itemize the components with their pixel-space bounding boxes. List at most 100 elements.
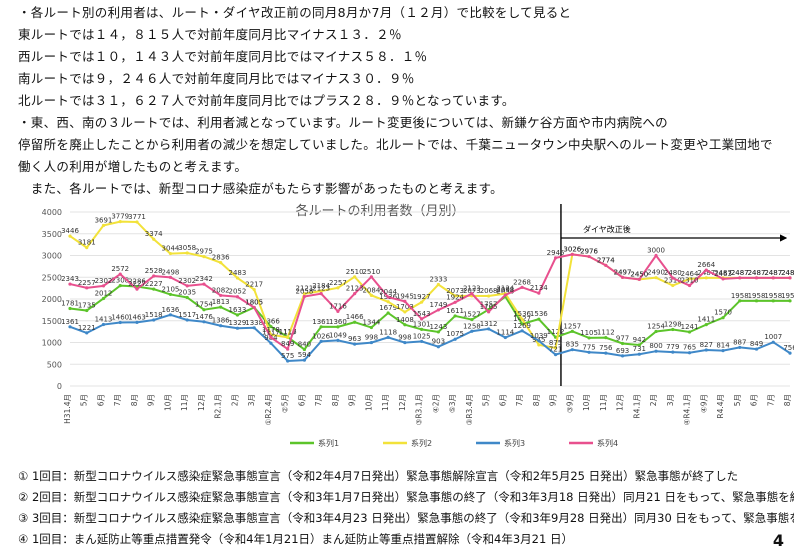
data-point (85, 286, 89, 290)
data-label: 1679 (379, 304, 397, 312)
data-point (403, 310, 407, 314)
data-point (68, 325, 72, 329)
data-point (168, 251, 173, 256)
data-label: 3691 (95, 216, 113, 224)
data-label: 1958 (748, 292, 766, 300)
x-tick-label: 11月 (599, 394, 608, 411)
data-point (152, 318, 156, 322)
x-tick-label: 7月 (766, 394, 775, 406)
data-point (420, 339, 424, 344)
data-label: 1258 (463, 322, 481, 330)
data-point (453, 294, 457, 298)
data-label: 3026 (563, 245, 581, 253)
data-label: 2510 (362, 268, 380, 276)
data-point (202, 320, 206, 324)
data-point (68, 306, 72, 311)
data-label: 2487 (697, 269, 715, 277)
data-point (420, 317, 424, 321)
data-point (386, 335, 390, 339)
data-point (101, 322, 106, 327)
data-point (185, 251, 189, 255)
data-label: 2463 (714, 270, 732, 278)
data-label: 1536 (513, 310, 531, 318)
data-point (503, 335, 507, 340)
route-usage-chart: 各ルートの利用者数（月別） 0 500 1000 1500 2000 2500 3000 35… (42, 203, 794, 448)
note-item: ③ 3回目：新型コロナウイルス感染症緊急事態宣言（令和3年4月23 日発出）緊急… (18, 510, 794, 526)
data-point (754, 276, 759, 280)
x-tick-label: R2.1月 (214, 394, 223, 419)
data-point (604, 263, 608, 267)
data-label: 731 (633, 345, 646, 353)
data-label: 2302 (95, 277, 113, 285)
data-label: 2664 (697, 261, 715, 269)
data-point (319, 292, 323, 296)
data-point (85, 331, 89, 335)
data-point (403, 299, 407, 303)
data-label: 1241 (681, 323, 699, 331)
dia-revision-label: ダイヤ改正後 (583, 224, 631, 234)
data-point (537, 343, 541, 347)
note-text: 3回目：新型コロナウイルス感染症緊急事態宣言（令和3年4月23 日発出）緊急事態… (31, 511, 794, 525)
data-point (403, 340, 407, 345)
x-tick-label: 10月 (364, 394, 373, 411)
data-point (671, 283, 675, 288)
data-label: 1945 (396, 292, 414, 300)
data-point (436, 308, 440, 312)
data-label: 2333 (429, 276, 447, 284)
data-point (302, 294, 307, 299)
note-item: ④ 1回目：まん延防止等重点措置発令（令和4年1月21日）まん延防止等重点措置解… (18, 531, 573, 547)
data-label: 2105 (162, 285, 180, 293)
data-point (487, 327, 491, 331)
data-point (336, 338, 340, 342)
data-label: 1705 (480, 303, 498, 311)
data-label: 2124 (496, 285, 514, 293)
x-tick-label: 12月 (197, 394, 206, 411)
data-point (738, 276, 742, 280)
data-point (503, 293, 507, 297)
x-tick-label: 7月 (314, 394, 323, 406)
data-label: 2487 (764, 269, 782, 277)
data-point (520, 329, 524, 333)
intro-line: 働く人の利用が増したものと考えます。 (18, 159, 248, 174)
data-point (487, 310, 491, 314)
x-tick-label: 6月 (96, 394, 105, 406)
x-tick-label: R4.1月 (632, 394, 641, 419)
data-label: 1958 (731, 292, 749, 300)
data-point (671, 276, 675, 280)
data-point (771, 276, 775, 280)
data-label: 1361 (61, 318, 79, 326)
data-point (101, 296, 106, 301)
x-tick-label: 12月 (398, 394, 407, 411)
data-point (537, 339, 541, 343)
data-label: 2123 (463, 285, 481, 293)
data-point (286, 359, 290, 363)
x-tick-label: 9月 (147, 394, 156, 406)
data-point (386, 311, 390, 315)
data-label: 2056 (496, 288, 514, 296)
data-point (219, 324, 223, 328)
data-label: 3771 (128, 213, 146, 221)
chart-series: 1781173520122308228622272105203517541813… (61, 213, 794, 363)
data-point (135, 220, 139, 224)
data-point (436, 282, 440, 287)
data-label: 1118 (379, 328, 397, 336)
data-label: 2308 (111, 277, 129, 285)
data-label: 1361 (312, 318, 330, 326)
data-point (353, 292, 357, 296)
x-tick-label: 2月 (649, 394, 658, 406)
data-label: 2134 (530, 284, 548, 292)
data-label: 1735 (78, 302, 96, 310)
chart-title: 各ルートの利用者数（月別） (295, 203, 464, 219)
data-label: 1716 (329, 302, 347, 310)
data-point (520, 317, 524, 321)
data-point (369, 293, 373, 297)
data-label: 1927 (413, 293, 431, 301)
data-point (118, 272, 122, 276)
data-label: 2487 (764, 269, 782, 277)
data-point (520, 322, 524, 326)
data-label: 1749 (429, 301, 447, 309)
x-tick-label: ③R3.1月 (415, 394, 424, 425)
data-label: 2774 (597, 256, 615, 264)
intro-line: 東ルートでは１４，８１５人で対前年度同月比マイナス１３．２％ (18, 27, 402, 42)
y-axis: 0 500 1000 1500 2000 2500 3000 3500 4000 (42, 208, 62, 391)
